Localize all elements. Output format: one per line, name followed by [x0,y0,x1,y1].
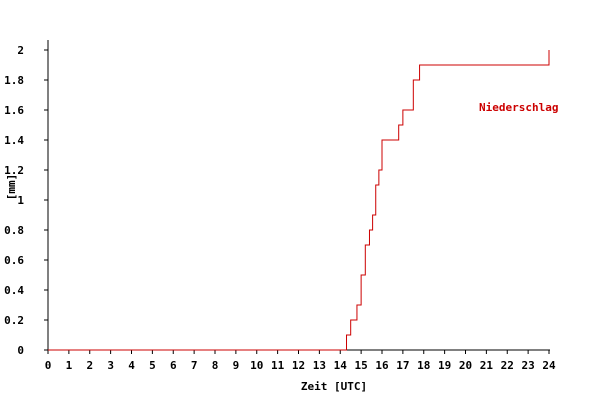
x-tick-label: 19 [438,359,451,372]
plot-area: 00.20.40.60.811.21.41.61.820 1 2 3 4 5 6 7 8 9 10 1… [4,40,556,372]
x-tick-label: 12 [292,359,305,372]
y-tick-label: 0.4 [4,284,24,297]
y-axis-title: [mm] [5,174,18,201]
x-tick-label: 17 [396,359,409,372]
x-tick-label: 24 [542,359,556,372]
y-tick-label: 1.2 [4,164,24,177]
y-tick-label: 0.8 [4,224,24,237]
x-tick-label: 16 [375,359,389,372]
y-tick-label: 1.6 [4,104,24,117]
x-tick-label: 5 [149,359,156,372]
x-tick-label: 11 [271,359,285,372]
x-tick-label: 6 [170,359,177,372]
x-tick-label: 20 [459,359,472,372]
y-tick-label: 0.2 [4,314,24,327]
x-tick-label: 13 [313,359,326,372]
y-tick-label: 1.4 [4,134,24,147]
y-tick-label: 1 [17,194,24,207]
x-axis-title: Zeit [UTC] [301,380,367,393]
x-tick-label: 21 [480,359,494,372]
x-tick-label: 2 [86,359,93,372]
legend-label-niederschlag: Niederschlag [479,101,558,114]
y-tick-label: 0.6 [4,254,24,267]
x-tick-label: 3 [107,359,114,372]
x-tick-label: 9 [233,359,240,372]
x-tick-label: 7 [191,359,198,372]
series-line-niederschlag [48,50,550,351]
x-tick-label: 0 [45,359,52,372]
y-tick-label: 2 [17,44,24,57]
x-tick-label: 14 [334,359,348,372]
x-tick-label: 1 [66,359,73,372]
x-tick-label: 22 [501,359,514,372]
x-tick-label: 23 [522,359,535,372]
x-tick-label: 8 [212,359,219,372]
y-tick-label: 1.8 [4,74,24,87]
x-tick-label: 10 [250,359,263,372]
y-tick-label: 0 [17,344,24,357]
x-tick-label: 18 [417,359,430,372]
x-tick-label: 15 [355,359,368,372]
x-tick-label: 4 [128,359,135,372]
